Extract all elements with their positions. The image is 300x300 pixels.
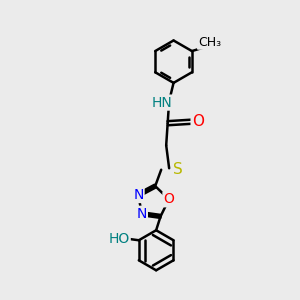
Text: N: N bbox=[136, 207, 147, 221]
Text: O: O bbox=[192, 114, 204, 129]
Text: HO: HO bbox=[108, 232, 130, 246]
Text: O: O bbox=[164, 192, 174, 206]
Text: HN: HN bbox=[152, 96, 172, 110]
Text: CH₃: CH₃ bbox=[198, 36, 221, 49]
Text: N: N bbox=[133, 188, 144, 202]
Text: S: S bbox=[172, 162, 182, 177]
